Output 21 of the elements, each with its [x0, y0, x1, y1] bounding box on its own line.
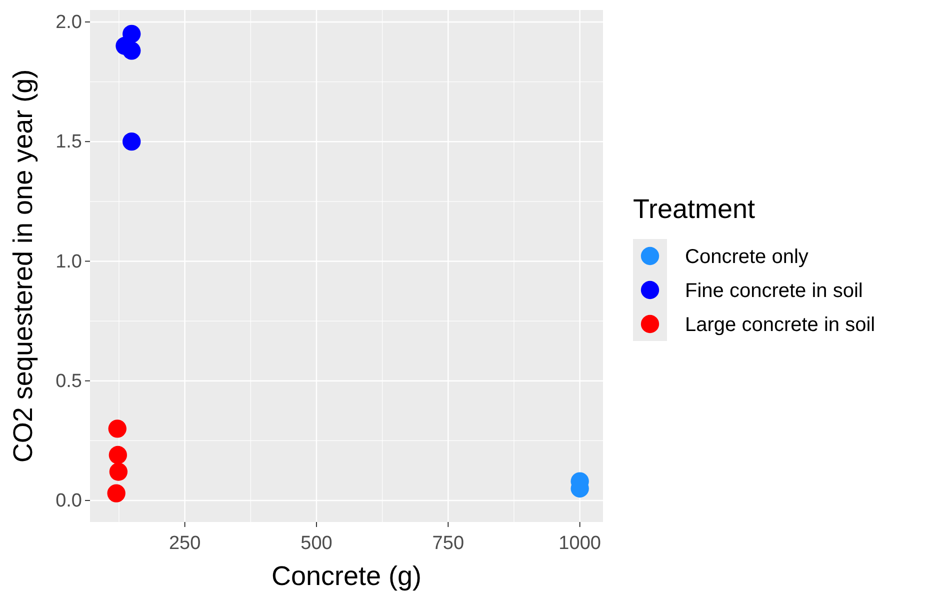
x-tick-label: 750 [432, 533, 464, 554]
y-tick-label: 0.0 [56, 490, 82, 512]
point [122, 132, 141, 151]
x-tick-label: 1000 [558, 533, 601, 554]
legend-label: Large concrete in soil [685, 314, 876, 336]
y-tick-label: 0.5 [56, 370, 82, 392]
point [109, 462, 128, 481]
legend-title: Treatment [633, 194, 756, 224]
y-tick-label: 1.0 [56, 251, 82, 272]
x-axis-title: Concrete (g) [271, 561, 422, 591]
x-tick-label: 500 [300, 533, 332, 554]
point [108, 446, 128, 464]
y-tick-label: 2.0 [56, 12, 82, 34]
x-tick-label: 250 [168, 533, 201, 554]
y-axis-title: CO2 sequestered in one year (g) [8, 69, 38, 463]
y-tick-label: 1.5 [56, 132, 82, 153]
point [122, 42, 141, 60]
point [108, 420, 126, 438]
point [107, 484, 126, 502]
legend-label: Concrete only [685, 246, 808, 268]
legend-label: Fine concrete in soil [685, 280, 863, 302]
